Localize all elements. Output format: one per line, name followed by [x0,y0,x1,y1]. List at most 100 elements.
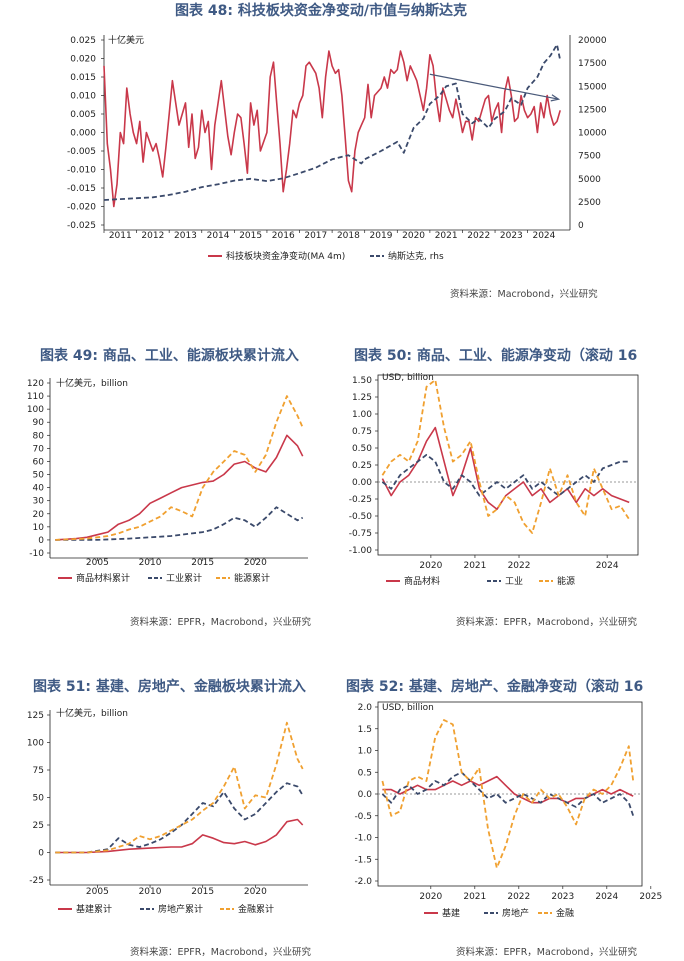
chart-52-source: 资料来源：EPFR，Macrobond，兴业研究 [456,947,637,958]
chart-52-title: 图表 52: 基建、房地产、金融净变动（滚动 16 [346,679,644,695]
c48-legend-label-1: 纳斯达克, rhs [388,250,444,262]
c52-y-tick-label: -0.5 [354,812,372,822]
c48-x-tick-label: 2013 [174,231,197,241]
c48-trend-arrowhead [550,94,561,102]
c48-x-tick-label: 2012 [141,231,164,241]
chart-48-panel: 图表 48: 科技板块资金净变动/市值与纳斯达克 0.025 0.020 0.015… [0,0,684,305]
c52-y-tick-label: 0.0 [358,790,373,800]
c50-y-tick-label: 1.50 [352,376,372,386]
c49-legend-label-1: 工业累计 [166,572,202,584]
c52-series-line-1 [381,771,635,817]
c48-y-tick-label: 0.000 [70,129,96,139]
c51-y-tick-label: 75 [33,766,44,776]
c50-y-tick-label: 0.25 [352,461,372,471]
c48-x-tick-label: 2019 [370,231,393,241]
c48-y-tick-label: -0.005 [67,147,96,157]
c48-series-line-1 [103,43,562,201]
chart-49-title: 图表 49: 商品、工业、能源板块累计流入 [40,348,299,364]
chart-48-source: 资料来源：Macrobond，兴业研究 [450,289,598,300]
c51-series-line-2 [55,721,304,854]
c48-x-tick-label: 2015 [239,231,262,241]
chart-51-title: 图表 51: 基建、房地产、金融板块累计流入 [33,679,306,695]
c51-y-tick-label: 0 [38,849,44,859]
c50-y-tick-label: -0.75 [349,529,372,539]
c51-legend-label-2: 金融累计 [238,903,274,915]
c49-y-tick-label: 40 [33,484,45,494]
chart-51-source: 资料来源：EPFR，Macrobond，兴业研究 [130,947,311,958]
c48-trend-arrow [429,73,559,100]
c51-x-tick-label: 2005 [86,887,109,897]
c50-y-tick-label: 1.25 [352,393,372,403]
c48-y-tick-label: 0.005 [70,110,96,120]
c52-y-tick-label: 2.0 [358,703,373,713]
c49-y-tick-label: 30 [33,497,45,507]
c51-y-axis-label: 十亿美元，billion [56,707,128,719]
c49-y-tick-label: 10 [33,523,45,533]
c48-legend-label-0: 科技板块资金净变动(MA 4m) [226,250,345,262]
c48-y2-tick-label: 7500 [578,152,601,162]
c48-x-tick-label: 2014 [207,231,230,241]
c48-y2-tick-label: 2500 [578,198,601,208]
c49-y-tick-label: 70 [33,444,45,454]
c51-y-tick-label: -25 [29,876,44,886]
chart-50-panel: 图表 50: 商品、工业、能源净变动（滚动 16 1.50 1.25 1.00 0.7… [342,338,684,638]
c49-series-line-2 [55,395,304,541]
chart-52-panel: 图表 52: 基建、房地产、金融净变动（滚动 16 2.0 1.5 1.0 0.5 0.… [342,668,684,961]
c49-y-tick-label: 60 [33,457,45,467]
c49-y-tick-label: 50 [33,471,45,481]
c48-y-axis-label: 十亿美元 [108,34,144,46]
c49-y-axis-label: 十亿美元，billion [56,377,128,389]
chart-48-title: 图表 48: 科技板块资金净变动/市值与纳斯达克 [175,3,467,19]
c48-y-tick-label: -0.010 [67,166,96,176]
c48-y-tick-label: -0.020 [67,203,96,213]
c50-y-tick-label: 0.75 [352,427,372,437]
c48-y-tick-label: 0.020 [70,55,96,65]
c49-y-tick-label: -10 [29,549,44,559]
c48-x-tick-label: 2018 [337,231,360,241]
chart-52: 2.0 1.5 1.0 0.5 0.0 -0.5 -1.0 -1.5 -2.0 2020 2021 2… [354,701,662,919]
chart-49-source: 资料来源：EPFR，Macrobond，兴业研究 [130,617,311,628]
c50-legend-label-0: 商品材料 [404,575,440,587]
c52-series-line-2 [381,719,635,869]
c50-y-tick-label: -0.50 [349,512,373,522]
c49-x-tick-label: 2010 [139,558,162,568]
c52-y-tick-label: 0.5 [358,768,372,778]
c48-y2-tick-label: 5000 [578,175,601,185]
chart-48: 0.025 0.020 0.015 0.010 0.005 0.000 -0.005 -0.0… [67,34,607,262]
c49-y-tick-label: 0 [38,536,44,546]
c48-y2-tick-label: 17500 [578,59,607,69]
c51-y-tick-label: 125 [27,711,44,721]
c48-y-tick-label: -0.025 [67,221,96,231]
c52-series-line-0 [382,775,634,804]
c48-x-tick-label: 2020 [402,231,425,241]
c52-y-tick-label: -1.5 [354,855,372,865]
c49-legend-label-2: 能源累计 [234,572,270,584]
c52-y-tick-label: 1.5 [358,725,372,735]
c52-y-tick-label: -2.0 [354,877,372,887]
c48-y-tick-label: 0.010 [70,92,96,102]
c52-x-tick-label: 2023 [551,892,574,902]
c48-x-tick-label: 2023 [500,231,523,241]
c52-y-axis-label: USD, billion [382,703,434,713]
c51-series-line-0 [55,818,304,854]
c50-plot-frame [377,374,639,556]
c48-y-tick-label: -0.015 [67,184,96,194]
c52-x-tick-label: 2020 [419,892,442,902]
chart-50: 1.50 1.25 1.00 0.75 0.50 0.25 0.00 -0.25 -0.50 -0… [349,373,639,587]
c51-legend-label-0: 基建累计 [76,903,112,915]
c50-series-line-1 [381,453,630,497]
c48-x-tick-label: 2024 [532,231,555,241]
c49-y-tick-label: 20 [33,510,45,520]
c48-y-tick-label: 0.015 [70,73,96,83]
c52-legend-label-0: 基建 [442,907,460,919]
c50-x-tick-label: 2024 [596,561,619,571]
c52-y-tick-label: -1.0 [354,834,372,844]
c48-x-tick-label: 2021 [435,231,458,241]
c50-legend-label-2: 能源 [557,575,575,587]
c51-x-tick-label: 2020 [244,887,267,897]
c51-x-tick-label: 2010 [139,887,162,897]
c50-y-tick-label: 1.00 [352,410,372,420]
c50-x-tick-label: 2020 [419,561,442,571]
c50-y-tick-label: 0.50 [352,444,372,454]
c49-x-tick-label: 2015 [191,558,214,568]
